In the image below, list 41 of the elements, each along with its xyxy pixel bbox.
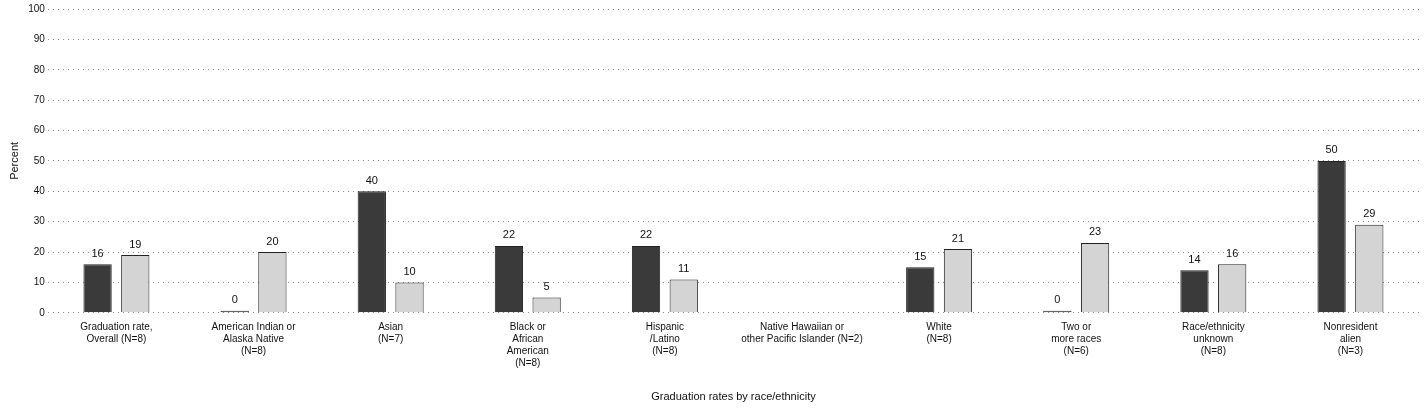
data-label: 20 (266, 234, 279, 247)
y-tick-label: 10 (33, 276, 46, 288)
x-tick-label: Two or more races (N=6) (1051, 320, 1102, 356)
y-axis-title: Percent (7, 141, 20, 180)
data-label: 22 (639, 228, 653, 241)
y-tick-label: 100 (28, 2, 46, 14)
data-label: 19 (129, 237, 142, 250)
data-label: 50 (1325, 143, 1338, 156)
x-tick-label: Hispanic /Latino (N=8) (645, 320, 685, 356)
data-label: 11 (678, 261, 690, 274)
x-tick-label: Graduation rate, Overall (N=8) (80, 320, 153, 344)
y-tick-label: 60 (33, 124, 46, 136)
data-label: 23 (1088, 225, 1102, 238)
y-tick-label: 80 (33, 63, 46, 75)
y-tick-label: 70 (33, 93, 46, 105)
data-label: 22 (502, 228, 516, 241)
data-label: 15 (914, 249, 927, 262)
data-label: 0 (1054, 293, 1061, 306)
x-tick-label: White (N=8) (926, 320, 953, 344)
x-tick-label: Race/ethnicity unknown (N=8) (1181, 320, 1245, 356)
x-axis-title: Graduation rates by race/ethnicity (651, 390, 817, 403)
data-label: 0 (231, 293, 238, 306)
y-tick-label: 0 (39, 306, 46, 318)
data-label: 29 (1363, 207, 1376, 220)
x-tick-label: Asian (N=7) (378, 320, 404, 344)
data-label: 40 (365, 173, 378, 186)
y-tick-label: 50 (33, 154, 46, 166)
data-label: 16 (1226, 246, 1239, 259)
data-label: 21 (951, 231, 965, 244)
data-label: 5 (543, 280, 550, 293)
y-tick-label: 20 (33, 245, 46, 257)
y-tick-label: 40 (33, 185, 46, 197)
x-tick-label: Black or African American (N=8) (506, 320, 549, 368)
x-tick-label: Nonresident alien (N=3) (1323, 320, 1378, 356)
y-tick-label: 90 (33, 33, 46, 45)
x-tick-label: American Indian or Alaska Native (N=8) (211, 320, 297, 356)
y-tick-label: 30 (33, 215, 46, 227)
x-tick-label: Native Hawaiian or other Pacific Islander (N=2) (741, 320, 863, 344)
data-label: 16 (91, 246, 104, 259)
data-label: 14 (1188, 252, 1201, 265)
data-label: 10 (403, 264, 416, 277)
